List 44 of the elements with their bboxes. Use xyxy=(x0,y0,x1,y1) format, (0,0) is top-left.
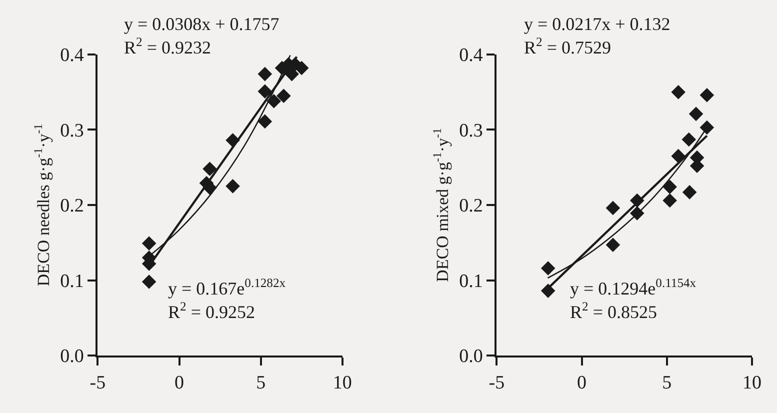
point xyxy=(682,185,697,200)
point xyxy=(688,106,704,122)
text: y = 0.1294e$^{0.1154x}$ R$^{2}$ = 0.8525 xyxy=(570,276,696,322)
point xyxy=(258,114,272,129)
y-tick-label: 0.0 xyxy=(459,346,483,368)
y-tick-label: 0.1 xyxy=(459,270,483,292)
y-tick-label: 0.4 xyxy=(459,45,484,66)
y-tick-label: 0.1 xyxy=(60,270,84,292)
y-tick-label: 0.4 xyxy=(60,45,84,66)
annotation: y = 0.0308x + 0.1757 R$^{2}$ = 0.9232 xyxy=(124,14,280,58)
x-tick-label: 5 xyxy=(256,372,266,394)
point xyxy=(226,179,240,194)
point xyxy=(258,84,272,98)
point xyxy=(671,84,686,100)
y-tick-label: 0.0 xyxy=(60,346,84,368)
point xyxy=(266,94,282,108)
annotation: y = 0.0217x + 0.132 R$^{2}$ = 0.7529 xyxy=(524,14,670,58)
x-tick-label: 0 xyxy=(577,372,587,394)
point xyxy=(540,261,556,276)
point xyxy=(682,132,696,147)
point xyxy=(606,200,620,216)
x-tick-label: 10 xyxy=(332,372,352,394)
x-tick-label: 0 xyxy=(174,372,184,394)
point xyxy=(284,66,299,82)
y-tick-label: 0.3 xyxy=(459,120,483,142)
point xyxy=(700,120,714,135)
point xyxy=(662,180,677,194)
point xyxy=(142,236,156,251)
text: y = 0.167e$^{0.1282x}$ R$^{2}$ = 0.9252 xyxy=(168,276,286,322)
x-tick-label: -5 xyxy=(90,372,106,394)
x-tick-label: 5 xyxy=(662,372,672,394)
point xyxy=(606,238,620,252)
point xyxy=(276,88,291,104)
point xyxy=(142,274,156,289)
y-tick-label: 0.3 xyxy=(60,120,84,142)
point xyxy=(662,193,677,208)
point xyxy=(700,88,714,102)
point xyxy=(258,66,272,82)
point xyxy=(540,284,556,298)
x-tick-label: 10 xyxy=(742,372,762,394)
x-tick-label: -5 xyxy=(488,372,505,394)
y-tick-label: 0.2 xyxy=(60,196,84,217)
y-tick-label: 0.2 xyxy=(459,196,483,217)
point xyxy=(202,162,217,176)
